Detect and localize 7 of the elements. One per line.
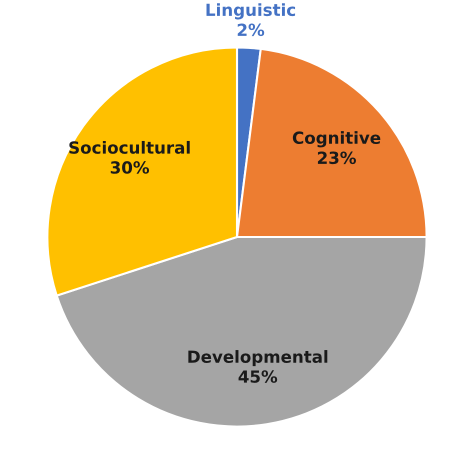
slice-label: Cognitive (292, 131, 380, 148)
data-label: 23% (318, 151, 356, 164)
data-label: 2% (238, 24, 264, 36)
data-label: 45% (238, 370, 278, 383)
slice-label: Linguistic (206, 3, 296, 20)
data-label: 30% (110, 161, 150, 174)
slice-label: Developmental (188, 350, 328, 366)
